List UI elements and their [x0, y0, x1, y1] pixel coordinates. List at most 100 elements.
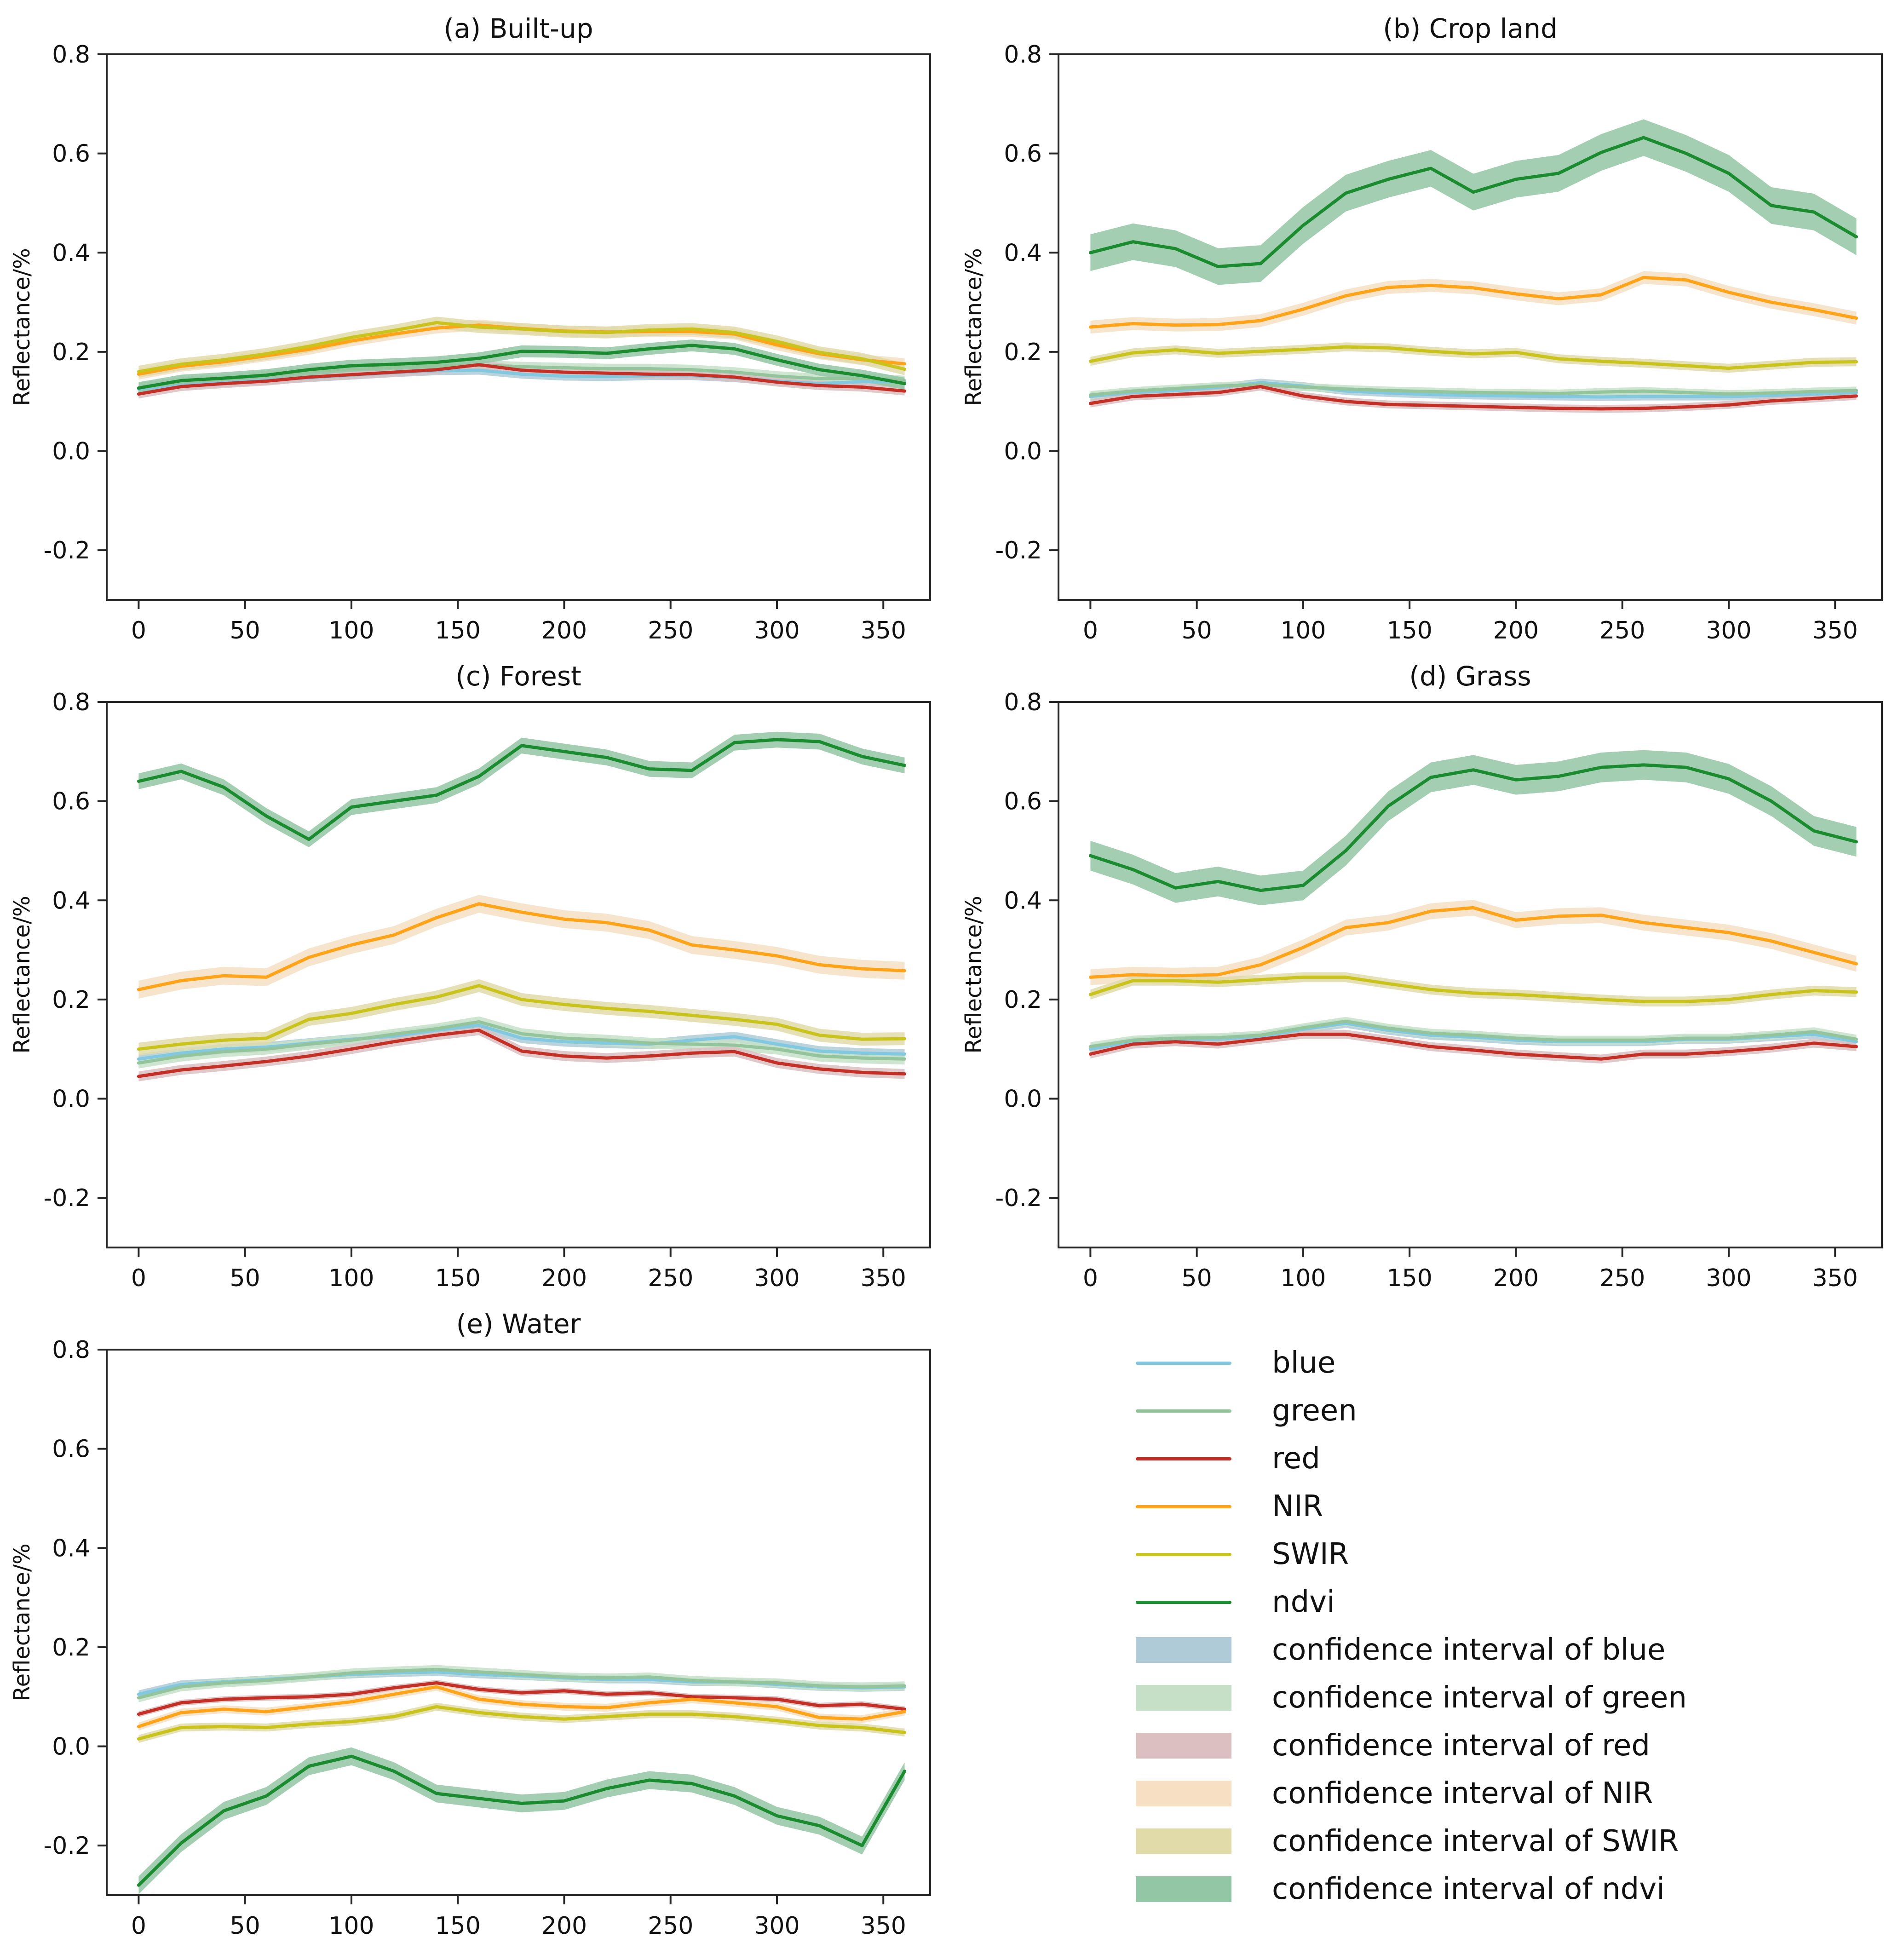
- series-line-NIR: [137, 1685, 906, 1728]
- series-line-ndvi: [1088, 136, 1858, 268]
- legend-label: confidence interval of SWIR: [1272, 1824, 1679, 1858]
- subplot-forest: 0 50 100 150 200 250 300 350 0.8 0.6 0.4 0.2 0.0 -0.2…: [0, 648, 952, 1295]
- legend-label: confidence interval of red: [1272, 1729, 1650, 1763]
- y-tick-label: 0.6: [1004, 788, 1042, 816]
- x-tick-label: 150: [435, 1912, 481, 1940]
- x-tick-label: 200: [541, 1265, 587, 1292]
- y-tick-label: 0.0: [52, 1733, 90, 1761]
- y-axis-label: Reflectance/%: [961, 896, 987, 1053]
- y-tick-label: 0.0: [1004, 438, 1042, 466]
- legend-item-SWIR-ci: confidence interval of SWIR: [1136, 1817, 1687, 1865]
- x-tick-label: 300: [754, 1912, 800, 1940]
- series-line-SWIR: [1088, 975, 1858, 1003]
- series-line-green: [137, 1667, 906, 1700]
- legend-line-swatch: [1136, 1409, 1231, 1413]
- y-tick-label: 0.2: [52, 986, 90, 1014]
- series-line-red: [1088, 1032, 1858, 1061]
- subplot-water: 0 50 100 150 200 250 300 350 0.8 0.6 0.4 0.2 0.0 -0.2…: [0, 1295, 952, 1943]
- y-tick-label: -0.2: [44, 1832, 90, 1860]
- chart-title-grass: (d) Grass: [1409, 661, 1531, 692]
- series-line-red: [137, 363, 906, 396]
- y-tick-label: 0.6: [52, 788, 90, 816]
- plot-area: [137, 731, 906, 1081]
- series-line-ndvi: [137, 344, 906, 390]
- chart-grass-canvas: 0 50 100 150 200 250 300 350 0.8 0.6 0.4 0.2 0.0 -0.2…: [961, 689, 1883, 1292]
- chart-title-forest: (c) Forest: [455, 661, 581, 692]
- subplot-built-up: 0 50 100 150 200 250 300 350 0.8 0.6 0.4 0.2 0.0 -0.2…: [0, 0, 952, 648]
- legend-panel: blue green red NIR SWIR ndvi confidence interv…: [952, 1295, 1904, 1943]
- series-line-red: [137, 1029, 906, 1078]
- axes-spines: [1058, 53, 1883, 601]
- ci-band-ndvi: [138, 1747, 905, 1894]
- x-axis: 0 50 100 150 200 250 300 350: [1083, 1247, 1858, 1292]
- chart-water-canvas: 0 50 100 150 200 250 300 350 0.8 0.6 0.4 0.2 0.0 -0.2…: [9, 1336, 931, 1940]
- legend-item-NIR: NIR: [1136, 1483, 1687, 1530]
- x-axis: 0 50 100 150 200 250 300 350: [131, 1895, 906, 1940]
- chart-title-water: (e) Water: [456, 1308, 581, 1339]
- legend-label: confidence interval of ndvi: [1272, 1872, 1665, 1906]
- legend-label: blue: [1272, 1346, 1336, 1380]
- legend-line-swatch: [1136, 1457, 1231, 1460]
- y-tick-label: 0.4: [52, 887, 90, 914]
- plot-area: [1088, 750, 1858, 1063]
- chart-title-built-up: (a) Built-up: [443, 13, 593, 44]
- x-axis: 0 50 100 150 200 250 300 350: [131, 600, 906, 644]
- legend-line-swatch: [1136, 1505, 1231, 1508]
- series-line-SWIR: [137, 321, 906, 374]
- legend-item-blue: blue: [1136, 1339, 1687, 1387]
- x-tick-label: 250: [1599, 1265, 1645, 1292]
- y-tick-label: 0.2: [1004, 986, 1042, 1014]
- series-line-ndvi: [137, 1754, 906, 1887]
- y-tick-label: 0.0: [52, 1086, 90, 1113]
- legend-line-swatch: [1136, 1600, 1231, 1604]
- y-axis-label: Reflectance/%: [9, 248, 35, 406]
- axes-spines: [106, 53, 931, 601]
- ci-band-ndvi: [138, 731, 905, 847]
- y-axis: 0.8 0.6 0.4 0.2 0.0 -0.2: [995, 689, 1058, 1212]
- y-tick-label: -0.2: [995, 1184, 1042, 1212]
- ci-band-SWIR: [138, 1702, 905, 1743]
- y-tick-label: 0.2: [1004, 339, 1042, 366]
- legend-label: NIR: [1272, 1489, 1323, 1523]
- legend-label: confidence interval of blue: [1272, 1633, 1666, 1667]
- series-line-ndvi: [137, 738, 906, 841]
- y-tick-label: 0.8: [52, 1336, 90, 1364]
- plot-area: [137, 316, 906, 399]
- y-axis-label: Reflectance/%: [961, 248, 987, 406]
- x-tick-label: 300: [1706, 617, 1751, 644]
- x-tick-label: 50: [1182, 1265, 1212, 1292]
- y-tick-label: 0.4: [1004, 887, 1042, 914]
- ci-band-NIR: [138, 895, 905, 999]
- x-tick-label: 50: [1182, 617, 1212, 644]
- legend-patch-swatch: [1136, 1637, 1231, 1663]
- legend-patch-swatch: [1136, 1828, 1231, 1854]
- ci-band-SWIR: [138, 979, 905, 1056]
- ci-band-green: [138, 1016, 905, 1069]
- y-tick-label: 0.4: [52, 1535, 90, 1562]
- series-line-NIR: [1088, 276, 1858, 329]
- axes-spines: [106, 701, 931, 1248]
- y-tick-label: -0.2: [44, 537, 90, 564]
- subplot-crop-land: 0 50 100 150 200 250 300 350 0.8 0.6 0.4 0.2 0.0 -0.2…: [952, 0, 1904, 648]
- x-tick-label: 200: [1493, 1265, 1539, 1292]
- legend-label: SWIR: [1272, 1537, 1349, 1571]
- y-axis-label: Reflectance/%: [9, 896, 35, 1053]
- x-axis: 0 50 100 150 200 250 300 350: [1083, 600, 1858, 644]
- x-tick-label: 0: [131, 1912, 146, 1940]
- x-tick-label: 50: [230, 1265, 260, 1292]
- y-tick-label: 0.2: [52, 1634, 90, 1661]
- series-line-NIR: [137, 902, 906, 991]
- ci-band-NIR: [138, 1683, 905, 1730]
- legend-item-green: green: [1136, 1387, 1687, 1435]
- x-tick-label: 0: [1083, 617, 1098, 644]
- y-axis: 0.8 0.6 0.4 0.2 0.0 -0.2: [44, 689, 107, 1212]
- x-tick-label: 150: [435, 1265, 481, 1292]
- y-axis: 0.8 0.6 0.4 0.2 0.0 -0.2: [995, 41, 1058, 564]
- series-line-SWIR: [1088, 345, 1858, 370]
- y-axis: 0.8 0.6 0.4 0.2 0.0 -0.2: [44, 41, 107, 564]
- legend-item-red: red: [1136, 1435, 1687, 1483]
- ci-band-ndvi: [1090, 750, 1857, 906]
- x-tick-label: 200: [541, 617, 587, 644]
- x-tick-label: 300: [754, 1265, 800, 1292]
- legend-patch-swatch: [1136, 1781, 1231, 1806]
